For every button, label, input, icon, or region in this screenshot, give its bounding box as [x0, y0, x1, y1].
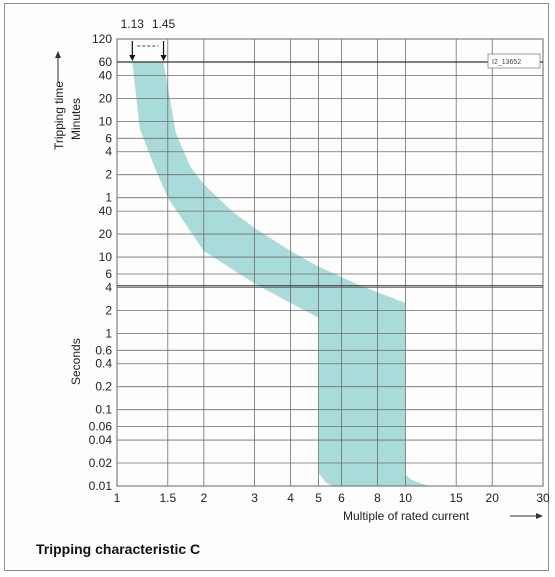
y-tick-label-seconds: 6: [105, 267, 112, 281]
y-tick-label-minutes: 40: [99, 68, 113, 82]
x-tick-label: 2: [200, 491, 207, 505]
y-tick-label-seconds: 0.02: [89, 456, 113, 470]
y-tick-label-seconds: 4: [105, 280, 112, 294]
x-tick-label: 15: [450, 491, 464, 505]
y-tick-label-minutes: 120: [92, 32, 112, 46]
x-axis-title: Multiple of rated current: [343, 509, 470, 523]
y-tick-label-seconds: 0.6: [95, 343, 112, 357]
y-tick-label-minutes: 4: [105, 145, 112, 159]
chart-caption: Tripping characteristic C: [36, 541, 201, 557]
x-tick-label: 20: [486, 491, 500, 505]
y-tick-label-seconds: 10: [99, 250, 113, 264]
x-axis-arrow: [510, 513, 543, 519]
y-tick-label-minutes: 2: [105, 168, 112, 182]
y-tick-label-seconds: 0.06: [89, 420, 113, 434]
x-tick-label: 1: [114, 491, 121, 505]
x-tick-label: 1.5: [159, 491, 176, 505]
x-tick-label: 6: [338, 491, 345, 505]
y-tick-label-seconds: 0.1: [95, 403, 112, 417]
marker-label: 1.45: [152, 17, 176, 31]
y-tick-label-minutes: 1: [105, 191, 112, 205]
x-tick-label: 30: [536, 491, 550, 505]
marker-label: 1.13: [121, 17, 145, 31]
x-tick-label: 3: [251, 491, 258, 505]
y-axis-title-seconds: Seconds: [69, 338, 83, 385]
y-axis-title-minutes: Minutes: [69, 98, 83, 140]
y-tick-label-minutes: 10: [99, 114, 113, 128]
grid-layer: [116, 38, 544, 487]
y-axis-title-group: Tripping time Minutes Seconds: [52, 81, 83, 385]
y-tick-label-seconds: 0.2: [95, 380, 112, 394]
y-tick-label-minutes: 60: [99, 55, 113, 69]
y-tick-label-seconds: 2: [105, 303, 112, 317]
x-tick-label: 10: [399, 491, 413, 505]
marker-arrow-head: [160, 54, 167, 61]
tick-layer: 1 1.5 2 3 4 5 6 8 10 15 20 301206040201064214020106…: [89, 32, 550, 505]
x-tick-label: 4: [287, 491, 294, 505]
y-tick-label-seconds: 1: [105, 326, 112, 340]
x-tick-label: 8: [374, 491, 381, 505]
drawing-id-box: I2_13652: [487, 53, 541, 69]
y-axis-title-tripping-time: Tripping time: [52, 81, 66, 150]
y-tick-label-seconds: 0.4: [95, 357, 112, 371]
marker-layer: 1.13 1.45: [121, 17, 176, 61]
y-tick-label-minutes: 6: [105, 131, 112, 145]
y-tick-label-seconds: 0.04: [89, 433, 113, 447]
drawing-id: I2_13652: [492, 59, 521, 66]
y-tick-label-minutes: 20: [99, 91, 113, 105]
y-axis-arrow: [55, 51, 61, 82]
marker-arrow-head: [129, 54, 136, 61]
y-tick-label-seconds: 0.01: [89, 479, 113, 493]
y-tick-label-seconds: 40: [99, 204, 113, 218]
y-tick-label-seconds: 20: [99, 227, 113, 241]
x-tick-label: 5: [315, 491, 322, 505]
